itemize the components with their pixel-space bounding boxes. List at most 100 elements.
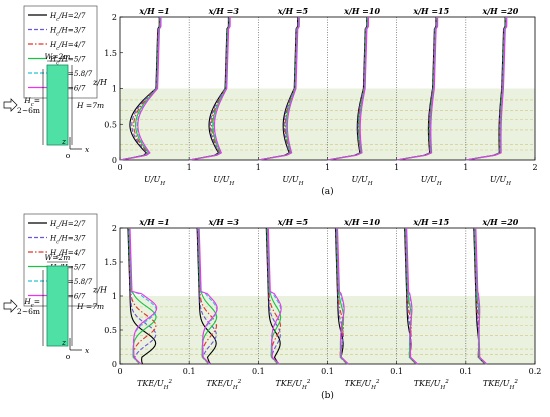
x-axis-label: TKE/UH2 (206, 379, 241, 391)
x-tick-label: 0 (117, 367, 122, 376)
chart-panel-2: 0 0.5 1 1.5 2 z/H 0 0.1 0.1 0.1 0.1 0.1 0.2 x/H =1 TKE… (92, 217, 541, 401)
y-tick-label: 2 (112, 13, 117, 22)
origin-label: o (66, 352, 71, 361)
legend-entry: Hc/H=2/7 (49, 11, 86, 23)
chart-panel-1: 0 0.5 1 1.5 2 z/H 0 1 1 1 1 1 2 x/H =1 U/UH x/H =3 U/UH x… (92, 6, 537, 197)
legend-entry: Hc/H=4/7 (49, 40, 86, 52)
x-axis-label: U/UH (421, 175, 442, 187)
x-axis-label: U/UH (144, 175, 165, 187)
x-tick-label: 0.1 (390, 367, 403, 376)
station-title: x/H =10 (343, 6, 380, 16)
x-axis-label: U/UH (213, 175, 234, 187)
hc-range: 2~6m (17, 106, 40, 115)
legend-entry: Hc/H=4/7 (49, 248, 86, 260)
x-tick-label: 1 (463, 163, 468, 172)
panel-label: (a) (321, 186, 333, 197)
x-tick-label: 0.1 (321, 367, 334, 376)
profile-line (189, 17, 230, 161)
profile-line (196, 227, 217, 365)
profile-line (466, 17, 508, 161)
x-tick-label: 0.2 (529, 367, 542, 376)
x-tick-label: 1 (394, 163, 399, 172)
station-title: x/H =5 (277, 217, 309, 227)
station-title: x/H =3 (208, 217, 240, 227)
x-axis-label: TKE/UH2 (275, 379, 310, 391)
x-axis-label: x (85, 346, 90, 355)
x-axis-label: U/UH (490, 175, 511, 187)
profile-line (336, 227, 349, 365)
x-tick-label: 1 (256, 163, 261, 172)
y-tick-label: 0.5 (104, 120, 117, 129)
x-axis-label: TKE/UH2 (137, 379, 172, 391)
profile-line (328, 17, 370, 161)
hc-label: Hc= (23, 96, 40, 108)
hc-range: 2~6m (17, 307, 40, 316)
profile-line (406, 227, 419, 365)
y-tick-label: 1.5 (104, 258, 117, 267)
z-axis-label: z (61, 338, 66, 347)
y-axis-label: z/H (92, 78, 108, 87)
legend-entry: Hc/H=5/7 (49, 55, 86, 67)
building-schematic: W=2m H =7m Hc=2~6m z x o (3, 253, 104, 361)
building (46, 265, 69, 347)
legend-entry: Hc/H=2/7 (49, 219, 86, 231)
building-schematic: W=2m H =7m Hc=2~6m z x o (3, 52, 104, 160)
origin-label: o (66, 151, 71, 160)
y-tick-label: 0 (112, 156, 117, 165)
station-title: x/H =10 (343, 217, 380, 227)
profile-line (127, 227, 157, 365)
station-title: x/H =3 (208, 6, 240, 16)
station-title: x/H =1 (138, 217, 169, 227)
y-tick-label: 1 (112, 292, 117, 301)
x-tick-label: 0.1 (252, 367, 265, 376)
profile-line (475, 227, 488, 365)
x-axis-label: U/UH (352, 175, 373, 187)
x-axis-label: TKE/UH2 (345, 379, 380, 391)
station-title: x/H =5 (277, 6, 309, 16)
x-tick-label: 1 (187, 163, 192, 172)
x-tick-label: 1 (325, 163, 330, 172)
hc-label: Hc= (23, 297, 40, 309)
x-axis-label: TKE/UH2 (483, 379, 518, 391)
building (46, 64, 69, 146)
inflow-arrow-icon (3, 98, 18, 112)
x-tick-label: 2 (532, 163, 537, 172)
profile-line (189, 17, 231, 161)
station-title: x/H =15 (412, 217, 449, 227)
height-label: H =7m (76, 101, 104, 110)
x-axis-label: x (85, 145, 90, 154)
profile-line (119, 17, 161, 161)
y-tick-label: 2 (112, 224, 117, 233)
panel-label: (b) (321, 390, 334, 401)
canopy-shade (120, 88, 535, 160)
legend-entry: Hc/H=3/7 (49, 26, 86, 38)
width-label: W=2m (45, 253, 71, 262)
canopy-shade (120, 296, 535, 364)
y-tick-label: 0.5 (104, 326, 117, 335)
inflow-arrow-icon (3, 299, 18, 313)
height-label: H =7m (76, 302, 104, 311)
width-label: W=2m (45, 52, 71, 61)
z-axis-label: z (61, 137, 66, 146)
y-tick-label: 1 (112, 85, 117, 94)
profile-line (189, 17, 229, 161)
legend-entry: Hc/H=3/7 (49, 234, 86, 246)
profile-line (266, 227, 282, 365)
x-axis-label: U/UH (282, 175, 303, 187)
y-tick-label: 1.5 (104, 49, 117, 58)
profile-line (129, 227, 158, 365)
x-tick-label: 0.1 (183, 367, 196, 376)
profile-line (397, 17, 439, 161)
y-axis-label: z/H (92, 286, 108, 295)
station-title: x/H =15 (412, 6, 449, 16)
station-title: x/H =20 (481, 6, 518, 16)
profile-line (267, 227, 282, 365)
x-tick-label: 0.1 (459, 367, 472, 376)
profile-line (259, 17, 300, 161)
profile-line (120, 17, 162, 161)
station-title: x/H =1 (138, 6, 169, 16)
station-title: x/H =20 (481, 217, 518, 227)
y-tick-label: 0 (112, 360, 117, 369)
x-tick-label: 0 (117, 163, 122, 172)
